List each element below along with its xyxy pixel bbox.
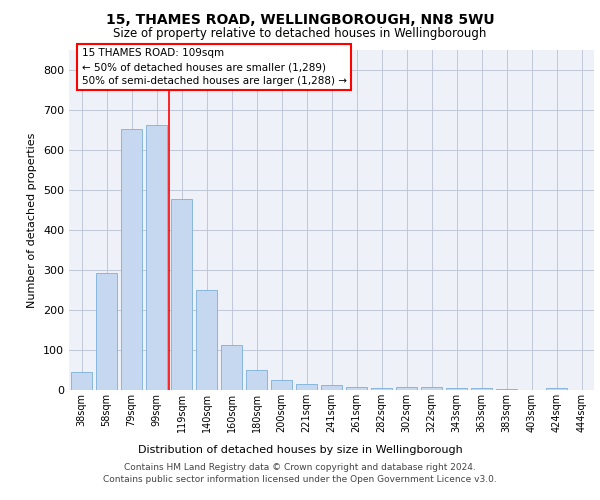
Text: Distribution of detached houses by size in Wellingborough: Distribution of detached houses by size … (137, 445, 463, 455)
Text: 15 THAMES ROAD: 109sqm
← 50% of detached houses are smaller (1,289)
50% of semi-: 15 THAMES ROAD: 109sqm ← 50% of detached… (82, 48, 347, 86)
Bar (496, 389, 517, 390)
Text: Contains public sector information licensed under the Open Government Licence v3: Contains public sector information licen… (103, 475, 497, 484)
Bar (546, 388, 567, 390)
Bar (371, 388, 392, 390)
Bar (296, 384, 317, 390)
Y-axis label: Number of detached properties: Number of detached properties (28, 132, 37, 308)
Bar (221, 345, 242, 390)
Text: Size of property relative to detached houses in Wellingborough: Size of property relative to detached ho… (113, 28, 487, 40)
Bar (121, 129, 142, 390)
Text: 15, THAMES ROAD, WELLINGBOROUGH, NN8 5WU: 15, THAMES ROAD, WELLINGBOROUGH, NN8 5WU (106, 12, 494, 26)
Bar (421, 387, 442, 390)
Bar (171, 199, 192, 390)
Bar (71, 372, 92, 390)
Bar (446, 388, 467, 390)
Bar (146, 125, 167, 390)
Bar (321, 385, 342, 390)
Bar (346, 387, 367, 390)
Bar (96, 273, 117, 390)
Bar (246, 370, 267, 390)
Bar (196, 290, 217, 390)
Bar (471, 388, 492, 390)
Text: Contains HM Land Registry data © Crown copyright and database right 2024.: Contains HM Land Registry data © Crown c… (124, 464, 476, 472)
Bar (271, 380, 292, 390)
Bar (396, 387, 417, 390)
